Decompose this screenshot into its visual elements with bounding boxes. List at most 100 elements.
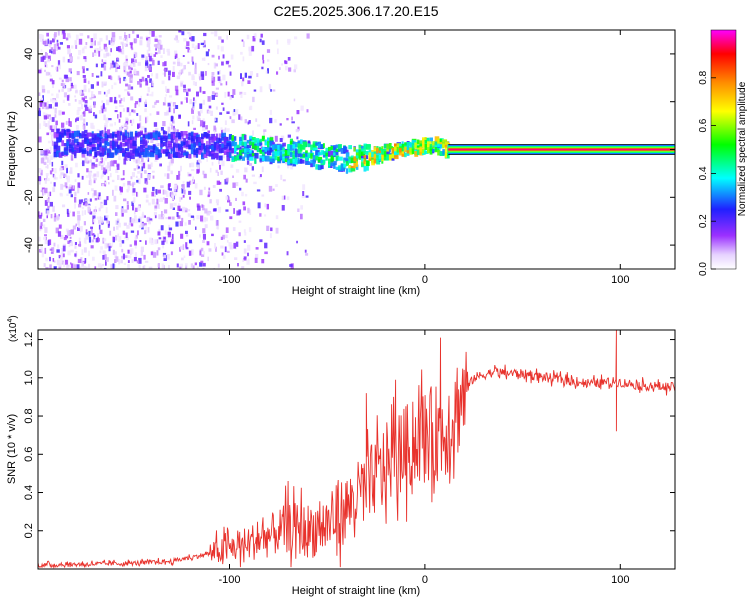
noise-speckle [39,180,41,185]
noise-speckle [68,242,71,247]
noise-speckle [283,195,286,200]
noise-speckle [178,196,182,202]
noise-speckle [74,191,77,196]
noise-speckle [184,97,187,100]
snr-scale-prefix: (x10 [8,322,19,342]
noise-speckle [107,167,109,172]
ridge-blob [68,148,72,152]
noise-speckle [85,232,88,235]
noise-speckle [63,74,67,79]
ridge-blob [366,160,370,166]
noise-speckle [93,235,96,240]
ridge-blob [101,138,107,144]
ridge-blob [226,152,231,158]
noise-speckle [70,249,74,253]
noise-speckle [162,242,164,249]
ridge-blob [261,146,266,150]
noise-speckle [47,55,51,61]
colorbar-tick-label: 0.4 [698,166,709,180]
noise-speckle [38,136,42,143]
noise-speckle [82,260,86,264]
ridge-blob [203,145,208,151]
ridge-blob [211,133,216,139]
noise-speckle [164,72,166,77]
ridge-blob [343,160,346,164]
noise-speckle [181,257,184,261]
noise-speckle [63,83,66,89]
ridge-blob [437,138,442,144]
noise-speckle [117,233,120,237]
noise-speckle [167,165,171,172]
noise-speckle [222,74,226,81]
noise-speckle [169,203,174,209]
noise-speckle [51,128,55,133]
ridge-blob [312,155,318,160]
noise-speckle [215,220,219,226]
noise-speckle [124,43,128,47]
noise-speckle [86,168,89,173]
noise-speckle [63,173,67,178]
noise-speckle [149,93,153,97]
noise-speckle [65,186,68,189]
noise-speckle [94,164,98,168]
noise-speckle [69,77,72,82]
noise-speckle [66,264,70,268]
noise-speckle [111,32,116,38]
noise-speckle [50,98,54,102]
ridge-blob [424,144,428,150]
noise-speckle [163,209,168,214]
noise-speckle [51,140,54,146]
ridge-blob [112,140,116,147]
ridge-blob [170,154,173,158]
noise-speckle [52,173,55,178]
noise-speckle [159,197,164,202]
noise-speckle [62,243,66,247]
noise-speckle [94,209,97,215]
noise-speckle [188,190,192,195]
noise-speckle [212,185,216,188]
ridge-blob [244,134,247,141]
noise-speckle [111,41,115,45]
noise-speckle [168,188,172,191]
ridge-blob [66,141,71,146]
noise-speckle [192,265,195,269]
noise-speckle [131,259,134,263]
noise-speckle [148,266,153,269]
noise-speckle [42,218,46,222]
ridge-blob [61,152,65,156]
noise-speckle [235,109,239,115]
noise-speckle [137,124,139,129]
ridge-blob [216,143,220,148]
noise-speckle [131,190,136,196]
noise-speckle [52,38,55,43]
noise-speckle [129,119,132,124]
noise-speckle [78,199,82,205]
noise-speckle [175,89,179,96]
noise-speckle [74,95,76,98]
noise-speckle [133,155,137,158]
noise-speckle [287,163,290,169]
y-tick-label: 0.8 [23,408,35,423]
noise-speckle [143,222,147,226]
noise-speckle [41,88,46,93]
noise-speckle [297,126,300,131]
noise-speckle [103,161,105,166]
noise-speckle [149,113,152,116]
noise-speckle [52,258,55,262]
ridge-blob [109,133,112,139]
noise-speckle [243,229,246,233]
noise-speckle [242,56,245,62]
noise-speckle [115,256,119,262]
noise-speckle [53,260,56,263]
ridge-blob [292,150,297,156]
noise-speckle [48,104,52,109]
ridge-blob [310,153,313,159]
noise-speckle [49,74,52,77]
noise-speckle [81,206,84,210]
ridge-blob [348,145,352,150]
noise-speckle [47,191,51,197]
noise-speckle [217,71,220,75]
ridge-blob [190,131,194,137]
noise-speckle [80,226,83,232]
